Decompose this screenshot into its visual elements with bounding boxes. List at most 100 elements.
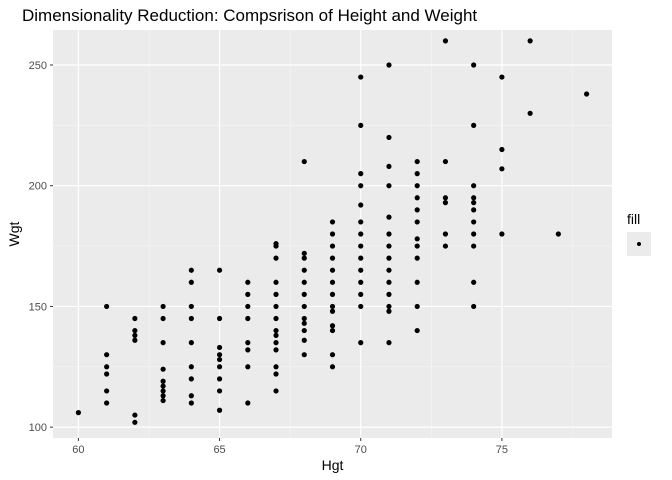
axis-tick-labels: 60 65 70 75 100 150 200 250	[29, 60, 508, 456]
data-point	[442, 200, 449, 206]
data-point	[471, 62, 477, 68]
data-point	[273, 332, 279, 338]
data-point	[471, 195, 477, 201]
data-point	[301, 255, 307, 261]
data-point	[245, 364, 251, 370]
data-point	[471, 243, 477, 249]
data-point	[273, 255, 279, 261]
data-point	[442, 243, 449, 249]
data-point	[245, 400, 251, 406]
data-point	[358, 74, 364, 80]
data-point	[358, 279, 364, 285]
data-point	[414, 171, 420, 177]
data-point	[442, 195, 449, 201]
data-point	[301, 303, 307, 310]
data-point	[273, 347, 279, 353]
y-tick-label: 250	[29, 60, 47, 72]
data-point	[104, 388, 110, 394]
data-point	[499, 166, 505, 172]
data-point	[527, 38, 533, 44]
data-point	[301, 320, 307, 326]
data-point	[358, 255, 364, 261]
data-point	[329, 231, 336, 237]
data-point	[414, 158, 420, 165]
data-point	[273, 364, 279, 370]
data-point	[216, 267, 223, 273]
data-point	[358, 231, 364, 237]
data-point	[471, 200, 477, 206]
data-point	[499, 231, 505, 237]
data-point	[301, 352, 307, 358]
data-point	[386, 308, 392, 314]
data-point	[216, 407, 223, 413]
data-point	[104, 400, 110, 406]
data-point	[358, 243, 364, 249]
data-point	[414, 219, 420, 225]
data-point	[216, 376, 223, 382]
data-point	[442, 38, 449, 44]
data-point	[273, 291, 279, 297]
data-point	[160, 397, 166, 404]
data-point	[188, 279, 194, 285]
data-point	[386, 134, 392, 141]
data-point	[471, 219, 477, 225]
data-point	[188, 315, 194, 322]
data-point	[104, 371, 110, 377]
data-point	[245, 315, 251, 322]
data-point	[471, 231, 477, 237]
data-point	[358, 340, 364, 346]
data-point	[160, 378, 166, 384]
data-point	[329, 323, 336, 329]
data-point	[301, 337, 307, 343]
x-tick-label: 75	[496, 444, 508, 456]
data-point	[386, 255, 392, 261]
data-point	[442, 231, 449, 237]
data-point	[358, 267, 364, 273]
data-point	[160, 383, 166, 389]
data-point	[329, 267, 336, 273]
y-tick-label: 150	[29, 301, 47, 313]
data-point	[386, 279, 392, 285]
data-point	[414, 279, 420, 285]
data-point	[160, 393, 166, 399]
data-point	[104, 303, 110, 310]
data-point	[245, 347, 251, 353]
axis-ticks	[50, 64, 503, 441]
data-point	[132, 412, 138, 418]
data-point	[301, 267, 307, 273]
data-point	[188, 400, 194, 406]
data-point	[75, 410, 82, 416]
x-axis-title: Hgt	[322, 457, 344, 473]
data-point	[386, 231, 392, 237]
data-point	[301, 291, 307, 297]
data-point	[527, 110, 533, 116]
data-point	[329, 308, 336, 314]
data-point	[273, 327, 279, 334]
data-point	[414, 183, 420, 189]
legend: fill	[627, 211, 651, 256]
data-point	[329, 364, 336, 370]
data-point	[160, 303, 166, 310]
data-point	[273, 303, 279, 310]
data-point	[499, 146, 505, 153]
data-point	[273, 340, 279, 346]
data-point	[160, 315, 166, 322]
data-point	[329, 352, 336, 358]
data-point	[414, 327, 420, 334]
data-point	[329, 243, 336, 249]
data-point	[386, 183, 392, 189]
data-point	[104, 364, 110, 370]
data-point	[132, 327, 138, 334]
data-point	[104, 352, 110, 358]
data-point	[245, 303, 251, 310]
data-point	[386, 340, 392, 346]
data-point	[216, 315, 223, 322]
y-axis-title: Wgt	[6, 221, 22, 246]
data-point	[188, 364, 194, 370]
data-point	[499, 74, 505, 80]
data-point	[188, 340, 194, 346]
data-point	[216, 352, 223, 358]
data-point	[358, 122, 364, 128]
data-point	[301, 279, 307, 285]
